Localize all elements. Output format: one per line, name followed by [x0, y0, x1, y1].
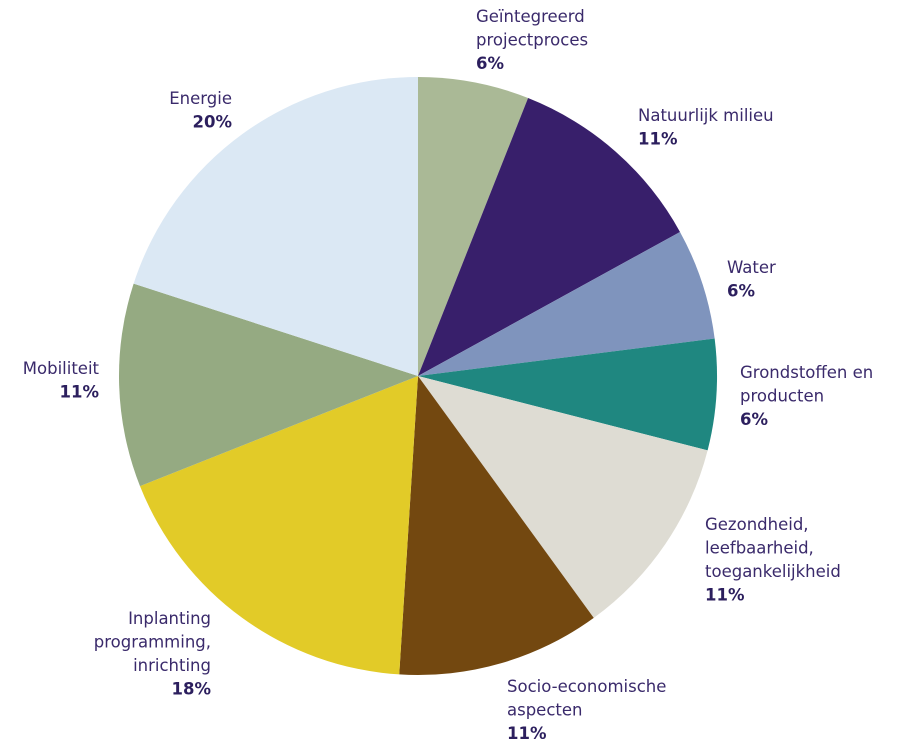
- slice-value-label: 11%: [507, 724, 547, 743]
- slice-label-text: projectproces: [476, 31, 588, 50]
- pie-slice: [418, 376, 708, 618]
- slice-label-text: Water: [727, 258, 776, 277]
- slice-label: Natuurlijk milieu 11%: [638, 106, 774, 149]
- slice-value-label: 11%: [60, 383, 100, 402]
- slice-value-label: 11%: [638, 130, 678, 149]
- pie-slice: [133, 77, 418, 376]
- pie-slice: [118, 283, 419, 487]
- slice-label: Mobiliteit 11%: [23, 359, 100, 402]
- slice-value-label: 6%: [740, 410, 768, 429]
- slice-label-text: inrichting: [133, 656, 211, 675]
- slice-value-label: 11%: [705, 586, 745, 605]
- slice-label-text: leefbaarheid,: [705, 539, 814, 558]
- slice-label: Water 6%: [727, 258, 776, 301]
- slice-label-text: Grondstoffen en: [740, 363, 873, 382]
- slice-value-label: 18%: [172, 680, 212, 699]
- slice-label-text: Geïntegreerd: [476, 7, 585, 26]
- slice-value-label: 6%: [727, 282, 755, 301]
- pie-slice: [418, 231, 715, 376]
- slice-label: Socio-economische aspecten 11%: [507, 677, 666, 743]
- slice-label: Inplanting programming, inrichting 18%: [94, 609, 212, 699]
- pie-slices: [118, 77, 717, 676]
- slice-value-label: 6%: [476, 54, 504, 73]
- pie-labels: Geïntegreerd projectproces 6% Natuurlijk mi…: [23, 7, 873, 743]
- pie-slice: [418, 77, 529, 376]
- slice-label-text: Gezondheid,: [705, 515, 809, 534]
- slice-label-text: Mobiliteit: [23, 359, 100, 378]
- slice-label-text: aspecten: [507, 701, 582, 720]
- slice-label: Geïntegreerd projectproces 6%: [476, 7, 588, 73]
- slice-label-text: Socio-economische: [507, 677, 666, 696]
- slice-label-text: programming,: [94, 633, 211, 652]
- slice-value-label: 20%: [193, 113, 233, 132]
- slice-label-text: producten: [740, 387, 824, 406]
- pie-slice: [140, 376, 418, 675]
- pie-slice: [418, 98, 681, 376]
- slice-label-text: Energie: [169, 89, 232, 108]
- pie-slice: [399, 376, 594, 676]
- pie-slice: [418, 338, 717, 451]
- slice-label: Gezondheid, leefbaarheid, toegankelijkheid…: [705, 515, 841, 605]
- slice-label: Grondstoffen en producten 6%: [740, 363, 873, 429]
- slice-label-text: Inplanting: [128, 609, 211, 628]
- slice-label: Energie 20%: [169, 89, 232, 132]
- slice-label-text: Natuurlijk milieu: [638, 106, 774, 125]
- slice-label-text: toegankelijkheid: [705, 562, 841, 581]
